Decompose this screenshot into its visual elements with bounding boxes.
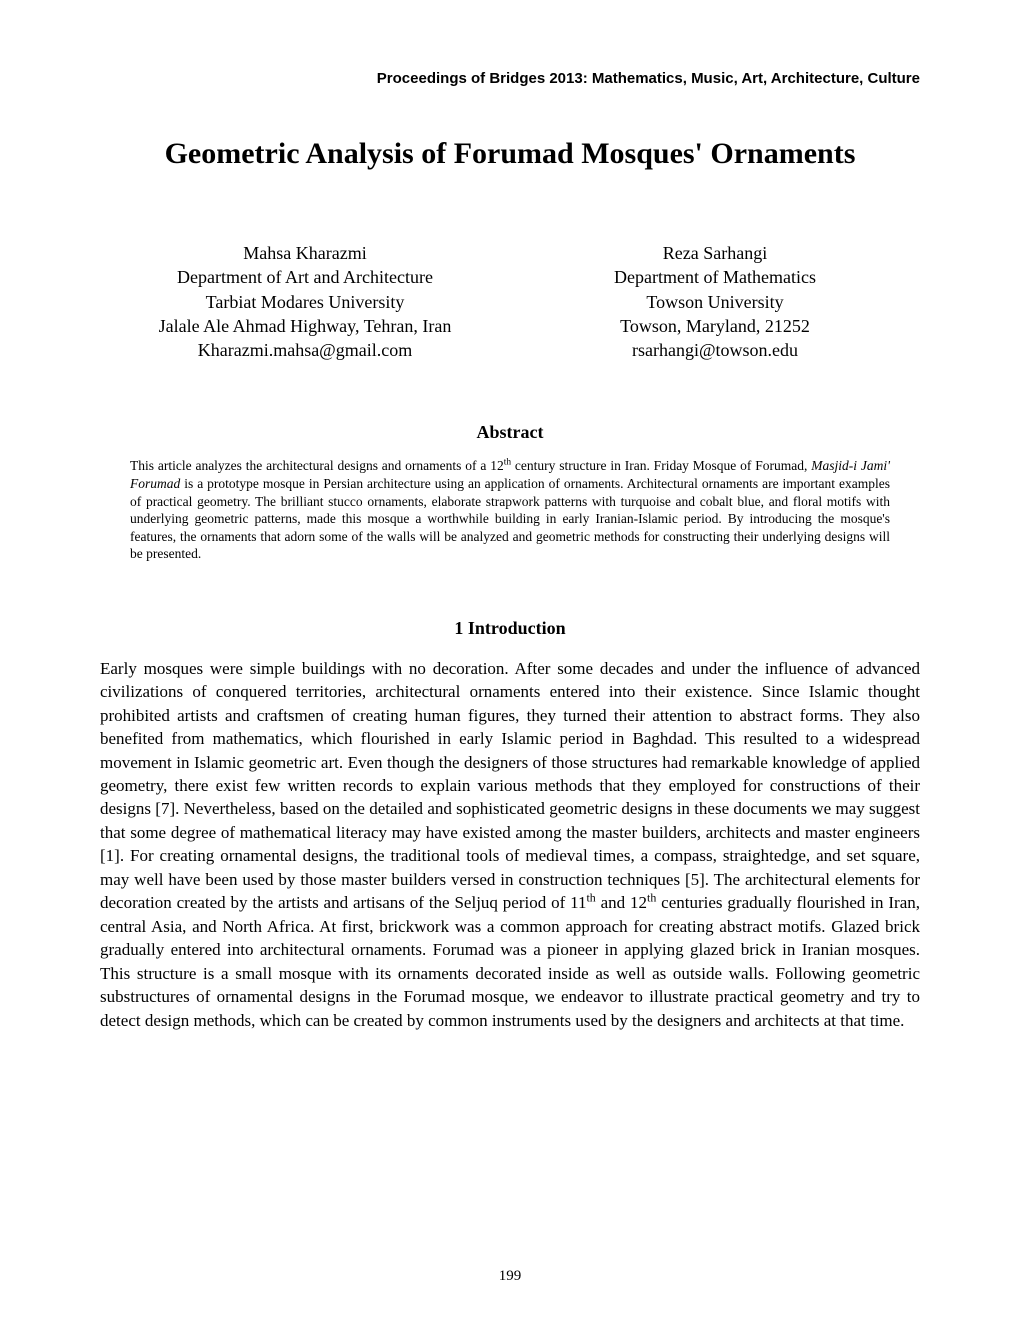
author-email: Kharazmi.mahsa@gmail.com: [100, 338, 510, 362]
superscript: th: [647, 891, 656, 905]
author-block-2: Reza Sarhangi Department of Mathematics …: [510, 241, 920, 362]
abstract-part: This article analyzes the architectural …: [130, 458, 504, 473]
author-dept: Department of Mathematics: [510, 265, 920, 289]
author-name: Reza Sarhangi: [510, 241, 920, 265]
author-address: Jalale Ale Ahmad Highway, Tehran, Iran: [100, 314, 510, 338]
author-address: Towson, Maryland, 21252: [510, 314, 920, 338]
superscript: th: [587, 891, 596, 905]
author-name: Mahsa Kharazmi: [100, 241, 510, 265]
author-block-1: Mahsa Kharazmi Department of Art and Arc…: [100, 241, 510, 362]
author-university: Tarbiat Modares University: [100, 290, 510, 314]
page-number: 199: [0, 1268, 1020, 1285]
introduction-paragraph: Early mosques were simple buildings with…: [100, 657, 920, 1032]
author-email: rsarhangi@towson.edu: [510, 338, 920, 362]
intro-part: centuries gradually flourished in Iran, …: [100, 893, 920, 1029]
abstract-part: century structure in Iran. Friday Mosque…: [511, 458, 811, 473]
abstract-part: is a prototype mosque in Persian archite…: [130, 476, 890, 561]
section-heading: 1 Introduction: [100, 618, 920, 639]
intro-part: Early mosques were simple buildings with…: [100, 659, 920, 913]
paper-title: Geometric Analysis of Forumad Mosques' O…: [100, 137, 920, 171]
proceedings-header: Proceedings of Bridges 2013: Mathematics…: [100, 70, 920, 87]
authors-row: Mahsa Kharazmi Department of Art and Arc…: [100, 241, 920, 362]
superscript: th: [504, 458, 511, 468]
abstract-heading: Abstract: [100, 422, 920, 443]
intro-part: and 12: [596, 893, 647, 912]
author-dept: Department of Art and Architecture: [100, 265, 510, 289]
abstract-text: This article analyzes the architectural …: [100, 457, 920, 562]
author-university: Towson University: [510, 290, 920, 314]
